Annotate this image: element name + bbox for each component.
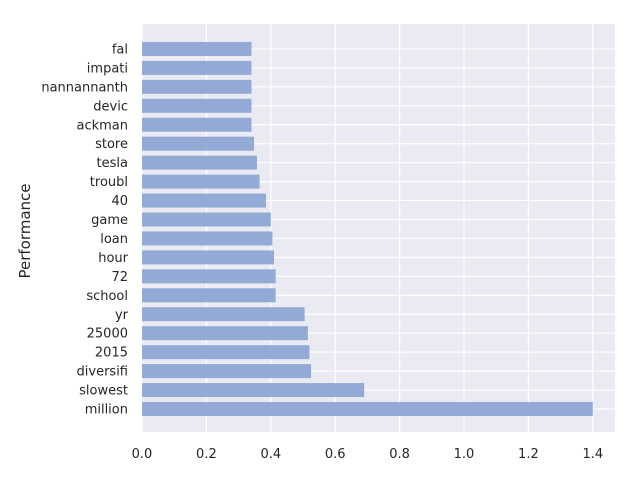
y-tick-label: fal: [112, 42, 128, 57]
y-tick-label: 72: [111, 270, 128, 285]
bar: [142, 60, 252, 75]
y-tick-label: game: [91, 213, 128, 228]
x-tick-label: 1.2: [518, 447, 539, 462]
bar: [142, 288, 276, 303]
x-tick-labels: 0.0 0.2 0.4 0.6 0.8 1.0 1.2 1.4: [132, 447, 603, 462]
y-tick-label: school: [86, 289, 128, 304]
bar: [142, 269, 276, 284]
y-tick-label: impati: [87, 61, 128, 76]
bar: [142, 212, 271, 227]
bar: [142, 174, 260, 189]
x-tick-label: 1.4: [582, 447, 603, 462]
y-tick-label: ackman: [76, 118, 128, 133]
x-tick-label: 0.2: [196, 447, 217, 462]
bars: [142, 41, 593, 416]
y-tick-label: 25000: [87, 327, 128, 342]
y-tick-label: slowest: [79, 384, 128, 399]
y-tick-label: devic: [93, 99, 128, 114]
y-tick-label: million: [85, 403, 128, 418]
y-axis-title: Performance: [16, 183, 34, 278]
bar: [142, 345, 310, 360]
y-tick-label: loan: [100, 232, 128, 247]
y-tick-label: troubl: [90, 175, 128, 190]
y-tick-label: tesla: [97, 156, 128, 171]
bar: [142, 41, 252, 56]
y-tick-label: 2015: [95, 346, 128, 361]
bar: [142, 326, 308, 341]
bar: [142, 307, 305, 322]
bar: [142, 98, 252, 113]
y-tick-label: nannannanth: [41, 80, 128, 95]
x-tick-label: 0.0: [132, 447, 153, 462]
bar: [142, 250, 275, 265]
x-tick-label: 0.6: [325, 447, 346, 462]
x-tick-label: 0.8: [389, 447, 410, 462]
y-tick-label: diversifi: [77, 365, 128, 380]
x-tick-label: 0.4: [260, 447, 281, 462]
bar: [142, 193, 266, 208]
x-tick-label: 1.0: [454, 447, 475, 462]
bar: [142, 402, 593, 416]
bar: [142, 383, 365, 398]
bar: [142, 364, 312, 379]
y-tick-label: hour: [98, 251, 128, 266]
y-tick-label: store: [95, 137, 128, 152]
bar: [142, 79, 252, 94]
y-tick-labels: million slowest diversifi 2015 25000 yr school…: [41, 42, 128, 417]
bar: [142, 155, 257, 170]
bar: [142, 231, 273, 246]
bar: [142, 117, 252, 132]
y-tick-label: 40: [111, 194, 128, 209]
y-tick-label: yr: [115, 308, 129, 323]
bar: [142, 136, 255, 151]
